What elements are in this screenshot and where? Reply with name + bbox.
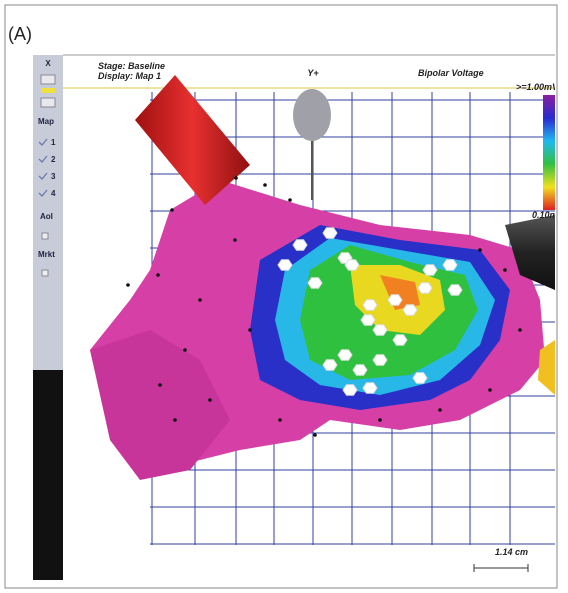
map-option[interactable]: 1	[51, 138, 56, 147]
mapping-point	[234, 176, 238, 180]
level-indicator	[41, 88, 55, 93]
mapping-point	[170, 208, 174, 212]
mapping-point	[378, 418, 382, 422]
mapping-point	[248, 328, 252, 332]
display-label: Display: Map 1	[98, 71, 161, 81]
mapping-point	[438, 408, 442, 412]
marker-point	[338, 350, 352, 360]
mapping-point	[208, 398, 212, 402]
sidebar-dark	[33, 370, 63, 580]
map-label: Map	[38, 117, 54, 126]
down-button[interactable]	[41, 98, 55, 107]
mapping-point	[126, 283, 130, 287]
marker-point	[363, 383, 377, 393]
mapping-point	[288, 198, 292, 202]
aoi-checkbox[interactable]	[42, 233, 48, 239]
orientation-label: Y+	[307, 68, 319, 78]
stage-label: Stage: Baseline	[98, 61, 165, 71]
marker-point	[373, 355, 387, 365]
mode-label: Bipolar Voltage	[418, 68, 484, 78]
mapping-point	[488, 388, 492, 392]
marker-label: Mrkt	[38, 250, 55, 259]
marker-point	[345, 260, 359, 270]
color-scale	[543, 95, 555, 210]
marker-point	[343, 385, 357, 395]
catheter-icon	[293, 89, 331, 141]
marker-checkbox[interactable]	[42, 270, 48, 276]
marker-point	[443, 260, 457, 270]
marker-point	[353, 365, 367, 375]
marker-point	[361, 315, 375, 325]
close-button[interactable]: X	[45, 59, 51, 68]
mapping-point	[313, 433, 317, 437]
mapping-point	[158, 383, 162, 387]
figure-label: (A)	[8, 24, 32, 44]
marker-point	[278, 260, 292, 270]
mapping-point	[503, 268, 507, 272]
mapping-point	[478, 248, 482, 252]
map-option[interactable]: 2	[51, 155, 56, 164]
mapping-point	[518, 328, 522, 332]
map-option[interactable]: 4	[51, 189, 56, 198]
marker-point	[323, 360, 337, 370]
marker-point	[413, 373, 427, 383]
mapping-point	[198, 298, 202, 302]
mapping-point	[173, 418, 177, 422]
marker-point	[423, 265, 437, 275]
marker-point	[418, 283, 432, 293]
marker-point	[393, 335, 407, 345]
mapping-point	[156, 273, 160, 277]
marker-point	[363, 300, 377, 310]
mapping-point	[233, 238, 237, 242]
marker-point	[403, 305, 417, 315]
map-view: Stage: Baseline Display: Map 1 Y+ Bipola…	[33, 55, 565, 580]
marker-point	[308, 278, 322, 288]
marker-point	[293, 240, 307, 250]
mapping-point	[183, 348, 187, 352]
figure: (A) Stage: Baseline Display: Map 1 Y+ Bi…	[0, 0, 568, 593]
mapping-point	[263, 183, 267, 187]
aoi-label: AoI	[40, 212, 53, 221]
marker-point	[388, 295, 402, 305]
marker-point	[323, 228, 337, 238]
scale-min-label: 0.10mV	[532, 210, 565, 220]
marker-point	[373, 325, 387, 335]
scale-bar-label: 1.14 cm	[495, 547, 528, 557]
scale-max-label: >=1.00mV	[516, 82, 559, 92]
marker-point	[448, 285, 462, 295]
up-button[interactable]	[41, 75, 55, 84]
mapping-point	[278, 418, 282, 422]
map-option[interactable]: 3	[51, 172, 56, 181]
